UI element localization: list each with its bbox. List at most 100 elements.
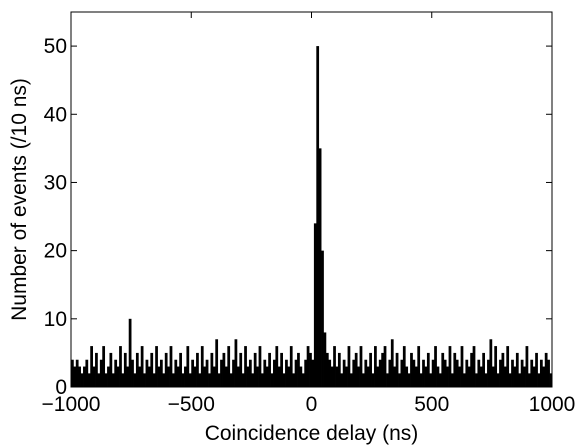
histogram-bar [126,366,130,387]
histogram-bar [549,373,553,387]
histogram-bar [75,359,79,387]
histogram-bar [280,352,283,387]
x-tick-label: 1000 [529,393,576,416]
histogram-bar [212,366,216,387]
histogram-bar [328,359,332,387]
histogram-bar [405,366,409,387]
histogram-bar [535,352,538,387]
x-axis-label: Coincidence delay (ns) [205,422,419,445]
histogram-bar [232,359,235,387]
histogram-bar [241,373,245,387]
plot-area [71,12,552,387]
histogram-bar [335,366,339,387]
histogram-bar [162,373,166,387]
histogram-bar [491,366,495,387]
histogram-bar [299,366,303,387]
histogram-bar [487,359,490,387]
histogram-bar [270,373,274,387]
histogram-bar [494,346,498,387]
histogram-bar [376,366,380,387]
histogram-bar [85,359,89,387]
histogram-bar [111,373,115,387]
histogram-bar [333,346,336,387]
histogram-bar [393,366,397,387]
histogram-bar [337,352,341,387]
histogram-bar [463,373,466,387]
histogram-bar [164,352,168,387]
histogram-bar [325,352,329,387]
histogram-bar [453,352,457,387]
histogram-bar [133,373,137,387]
histogram-bar [78,366,81,387]
histogram-bar [446,366,449,387]
histogram-bar [229,373,233,387]
histogram-bar [467,366,471,387]
histogram-bar [345,366,348,387]
histogram-bar [412,359,416,387]
histogram-bar [537,373,541,387]
histogram-bar [479,366,483,387]
histogram-bar [73,366,77,387]
histogram-bar [539,359,543,387]
histogram-bar [352,359,356,387]
histogram-bar [417,346,421,387]
histogram-bar [184,366,187,387]
histogram-bar [114,359,118,387]
histogram-bar [92,366,96,387]
y-tick-label: 30 [44,171,67,194]
histogram-bar [301,373,305,387]
histogram-bar [191,359,195,387]
y-tick-label: 40 [44,103,67,126]
histogram-bar [263,359,267,387]
histogram-bar [544,352,548,387]
histogram-bar [475,373,478,387]
histogram-bar [436,366,440,387]
histogram-bar [292,373,296,387]
histogram-bar [140,346,144,387]
histogram-bar [236,366,240,387]
histogram-bar [152,373,156,387]
histogram-bar [371,373,375,387]
histogram-bar [390,339,394,387]
histogram-bar [426,352,430,387]
histogram-bar [316,46,320,388]
histogram-bar [503,366,507,387]
histogram-bar [321,250,324,387]
histogram-bar [147,366,151,387]
histogram-bar [99,359,103,387]
histogram-bar [311,359,315,387]
histogram-bar [210,352,214,387]
histogram-bar [438,373,442,387]
histogram-bar [217,373,221,387]
histogram-bar [378,359,382,387]
histogram-bar [104,373,108,387]
histogram-bar [501,352,505,387]
histogram-bar [256,366,259,387]
histogram-bar [188,373,192,387]
histogram-bar [489,339,493,387]
histogram-bar [342,359,346,387]
histogram-bar [107,366,110,387]
histogram-bar [455,359,459,387]
histogram-bar [383,346,387,387]
histogram-bar [414,366,418,387]
x-tick-label: 0 [306,393,318,416]
x-tick-label: 500 [414,393,449,416]
histogram-bar [227,346,231,387]
histogram-bar [523,366,526,387]
histogram-bar [458,366,461,387]
histogram-bar [340,373,344,387]
histogram-bar [123,352,127,387]
histogram-bar [198,373,202,387]
histogram-bar [354,352,358,387]
histogram-bar [205,359,209,387]
histogram-bar [289,346,293,387]
histogram-bar [443,359,447,387]
histogram-bar [330,366,334,387]
histogram-bar [159,359,163,387]
histogram-bar [318,148,322,387]
histogram-bar [366,366,370,387]
histogram-bar [410,352,413,387]
histogram-bar [234,339,238,387]
